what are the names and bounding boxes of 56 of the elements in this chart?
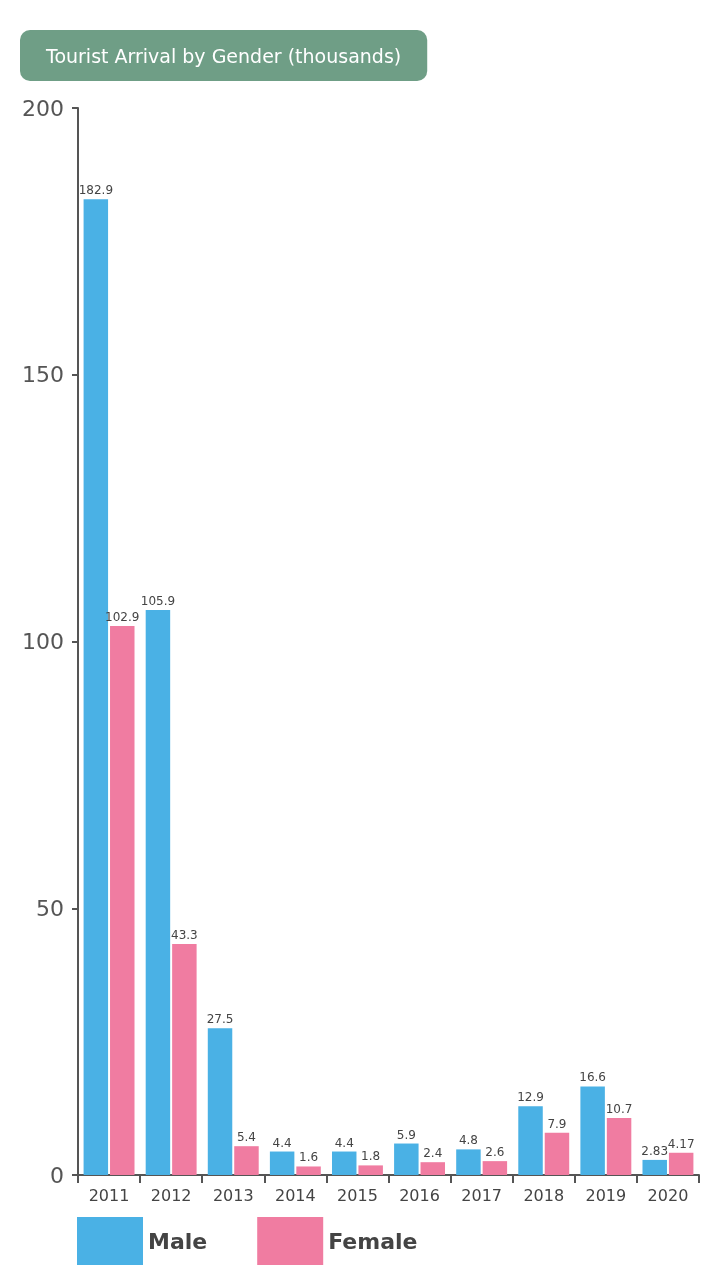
data-label: 182.9 xyxy=(78,183,114,198)
x-tick-label: 2014 xyxy=(274,1185,316,1205)
y-tick-label: 0 xyxy=(50,1162,64,1188)
legend-label: Female xyxy=(328,1228,418,1254)
data-label: 2.6 xyxy=(485,1145,505,1160)
x-tick-label: 2011 xyxy=(88,1185,130,1205)
data-label: 4.17 xyxy=(667,1136,695,1151)
data-label: 5.4 xyxy=(236,1130,257,1145)
data-label: 43.3 xyxy=(171,927,198,942)
bar xyxy=(234,1146,259,1175)
bar xyxy=(606,1117,632,1175)
bar xyxy=(518,1106,543,1175)
y-tick-label: 150 xyxy=(22,362,64,388)
x-tick-label: 2019 xyxy=(585,1185,627,1205)
bar xyxy=(668,1152,694,1175)
data-label: 4.8 xyxy=(458,1133,478,1148)
x-tick-label: 2013 xyxy=(212,1185,254,1205)
bar xyxy=(269,1151,295,1175)
bar xyxy=(207,1028,233,1175)
data-label: 10.7 xyxy=(605,1101,633,1116)
data-label: 4.4 xyxy=(272,1135,292,1150)
data-label: 2.83 xyxy=(641,1143,669,1158)
x-tick-label: 2012 xyxy=(150,1185,192,1205)
data-label: 2.4 xyxy=(423,1146,443,1161)
x-tick-label: 2020 xyxy=(647,1185,689,1205)
bar xyxy=(110,626,135,1175)
bar xyxy=(420,1162,446,1175)
data-label: 4.4 xyxy=(334,1135,354,1150)
y-tick-label: 100 xyxy=(22,629,64,654)
bar xyxy=(145,610,171,1175)
bar xyxy=(358,1165,383,1175)
bar xyxy=(642,1159,667,1175)
x-tick-label: 2018 xyxy=(523,1185,565,1205)
data-label: 12.9 xyxy=(517,1090,544,1105)
data-label: 27.5 xyxy=(206,1012,234,1027)
bar xyxy=(580,1086,605,1175)
chart-title: Tourist Arrival by Gender (thousands) xyxy=(45,44,402,67)
x-tick-label: 2016 xyxy=(399,1185,440,1205)
y-tick-label: 50 xyxy=(36,895,64,921)
bar xyxy=(456,1149,481,1175)
bar xyxy=(296,1166,321,1175)
x-tick-label: 2017 xyxy=(461,1185,503,1205)
bar xyxy=(544,1132,570,1175)
data-label: 105.9 xyxy=(140,594,176,609)
legend-label: Male xyxy=(148,1228,208,1254)
data-label: 7.9 xyxy=(547,1116,567,1131)
bar xyxy=(482,1161,508,1175)
data-label: 5.9 xyxy=(396,1127,416,1142)
data-label: 1.8 xyxy=(361,1149,381,1164)
y-tick-label: 200 xyxy=(22,95,64,121)
x-tick-label: 2015 xyxy=(337,1185,378,1205)
bar xyxy=(172,943,197,1175)
bar xyxy=(394,1143,419,1175)
data-label: 16.6 xyxy=(579,1070,606,1085)
data-label: 1.6 xyxy=(299,1150,319,1165)
bar xyxy=(331,1151,357,1175)
